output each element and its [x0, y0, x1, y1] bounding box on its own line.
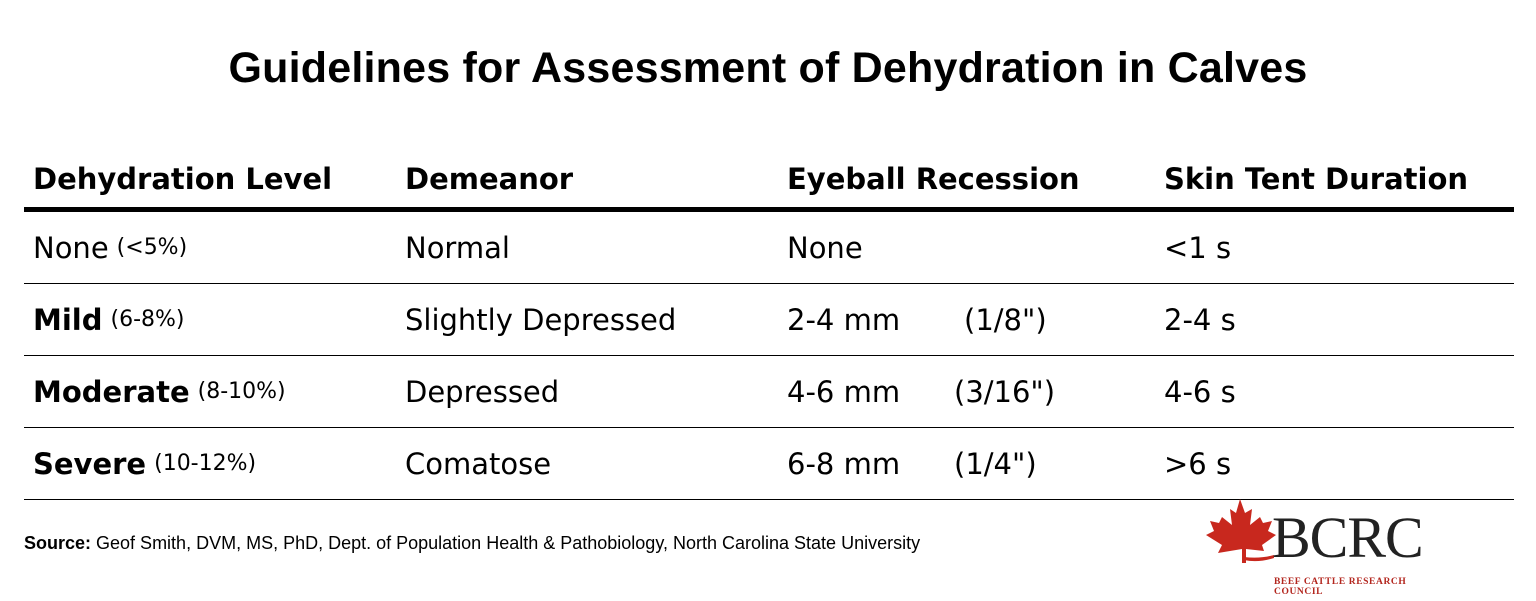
- skin-tent-cell: 2-4 s: [1164, 302, 1236, 337]
- recession-in-cell: (1/8"): [964, 302, 1047, 337]
- header-dehydration-level: Dehydration Level: [33, 161, 333, 196]
- recession-in-cell: (1/4"): [954, 446, 1037, 481]
- level-cell: Moderate (8-10%): [33, 356, 286, 427]
- skin-tent-cell: <1 s: [1164, 230, 1232, 265]
- recession-mm-cell: 6-8 mm: [787, 446, 901, 481]
- bcrc-logo: BCRC BEEF CATTLE RESEARCH COUNCIL: [1200, 497, 1450, 597]
- logo-subtitle: BEEF CATTLE RESEARCH COUNCIL: [1274, 577, 1407, 597]
- skin-tent-cell: >6 s: [1164, 446, 1232, 481]
- source-text: Geof Smith, DVM, MS, PhD, Dept. of Popul…: [91, 533, 921, 553]
- dehydration-table: Dehydration Level Demeanor Eyeball Reces…: [24, 150, 1514, 500]
- demeanor-cell: Normal: [405, 230, 510, 265]
- table-row: None (<5%) Normal None <1 s: [24, 212, 1514, 284]
- level-name: None: [33, 230, 109, 265]
- demeanor-cell: Depressed: [405, 374, 560, 409]
- level-percent: (10-12%): [154, 451, 257, 476]
- level-percent: (8-10%): [197, 379, 286, 404]
- demeanor-cell: Comatose: [405, 446, 552, 481]
- level-cell: Mild (6-8%): [33, 284, 185, 355]
- table-row: Moderate (8-10%) Depressed 4-6 mm (3/16")…: [24, 356, 1514, 428]
- header-skin-tent-duration: Skin Tent Duration: [1164, 161, 1469, 196]
- level-name: Mild: [33, 302, 103, 337]
- recession-mm-cell: 4-6 mm: [787, 374, 901, 409]
- level-cell: Severe (10-12%): [33, 428, 256, 499]
- skin-tent-cell: 4-6 s: [1164, 374, 1236, 409]
- level-name: Moderate: [33, 374, 190, 409]
- page-title: Guidelines for Assessment of Dehydration…: [228, 44, 1308, 92]
- recession-in-cell: (3/16"): [954, 374, 1056, 409]
- recession-mm-cell: 2-4 mm: [787, 302, 901, 337]
- logo-wordmark: BCRC: [1272, 505, 1424, 570]
- header-demeanor: Demeanor: [405, 161, 574, 196]
- table-row: Severe (10-12%) Comatose 6-8 mm (1/4") >6…: [24, 428, 1514, 500]
- maple-leaf-icon: [1206, 499, 1276, 563]
- source-label: Source:: [24, 533, 92, 553]
- source-citation: Source: Geof Smith, DVM, MS, PhD, Dept. …: [24, 533, 920, 554]
- demeanor-cell: Slightly Depressed: [405, 302, 677, 337]
- level-percent: (6-8%): [110, 307, 185, 332]
- table-header-row: Dehydration Level Demeanor Eyeball Reces…: [24, 150, 1514, 212]
- level-name: Severe: [33, 446, 147, 481]
- table-row: Mild (6-8%) Slightly Depressed 2-4 mm (1/…: [24, 284, 1514, 356]
- level-percent: (<5%): [116, 235, 188, 260]
- level-cell: None (<5%): [33, 212, 187, 283]
- header-eyeball-recession: Eyeball Recession: [787, 161, 1080, 196]
- recession-mm-cell: None: [787, 230, 863, 265]
